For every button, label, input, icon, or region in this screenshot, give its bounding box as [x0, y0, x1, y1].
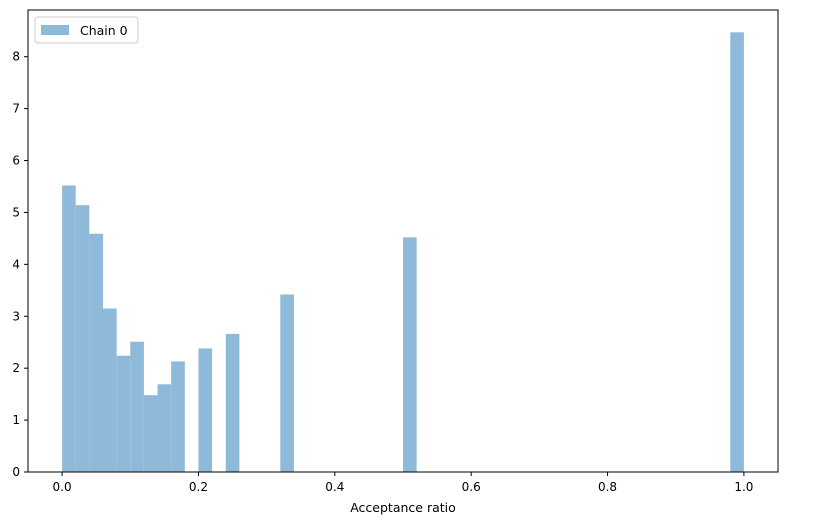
legend: Chain 0 — [34, 16, 139, 44]
histogram-bar — [403, 237, 417, 472]
y-axis-ticks: 0 1 2 3 4 5 6 7 8 — [12, 50, 28, 479]
legend-swatch — [41, 25, 69, 35]
x-tick-label: 0.4 — [325, 480, 344, 494]
x-tick-label: 0.0 — [53, 480, 72, 494]
bars-group — [62, 32, 744, 473]
x-tick-label: 0.6 — [462, 480, 481, 494]
y-tick-label: 5 — [12, 205, 20, 219]
histogram-bar — [225, 333, 240, 472]
x-tick-label: 0.2 — [189, 480, 208, 494]
histogram-bar — [730, 32, 744, 472]
legend-box — [34, 16, 139, 44]
histogram-bar — [116, 355, 131, 472]
histogram-bar — [130, 341, 144, 472]
histogram-bar — [280, 294, 294, 472]
plot-frame — [27, 9, 779, 473]
y-tick-label: 7 — [12, 102, 20, 116]
y-tick-label: 8 — [12, 50, 20, 64]
histogram-bar — [198, 348, 213, 472]
y-tick-label: 6 — [12, 154, 20, 168]
y-tick-label: 3 — [12, 309, 20, 323]
y-tick-label: 1 — [12, 413, 20, 427]
y-tick-label: 2 — [12, 361, 20, 375]
histogram-bar — [62, 185, 76, 472]
x-axis-ticks: 0.0 0.2 0.4 0.6 0.8 1.0 — [53, 472, 753, 494]
x-tick-label: 0.8 — [598, 480, 617, 494]
histogram-bar — [171, 361, 185, 472]
histogram-bar — [89, 233, 103, 472]
y-tick-label: 4 — [12, 257, 20, 271]
histogram-bar — [103, 308, 117, 472]
x-axis-label: Acceptance ratio — [350, 500, 456, 515]
y-tick-label: 0 — [12, 465, 20, 479]
x-tick-label: 1.0 — [734, 480, 753, 494]
histogram-bar — [143, 395, 158, 472]
legend-label: Chain 0 — [80, 23, 128, 38]
histogram-bar — [75, 205, 90, 473]
histogram-bar — [157, 384, 172, 472]
